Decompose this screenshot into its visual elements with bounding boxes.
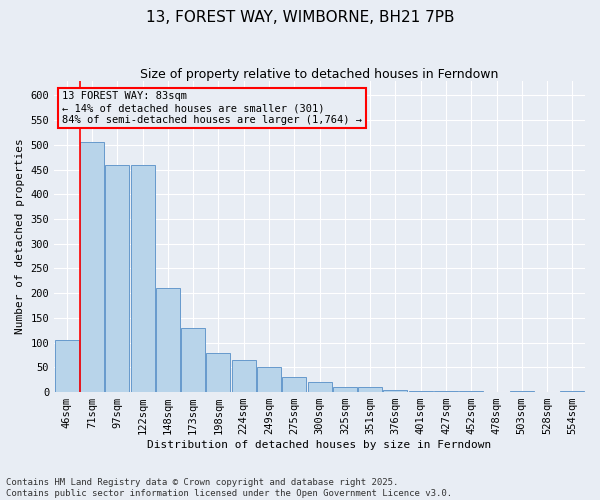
- Bar: [257, 368, 281, 392]
- Text: 13, FOREST WAY, WIMBORNE, BH21 7PB: 13, FOREST WAY, WIMBORNE, BH21 7PB: [146, 10, 454, 25]
- Bar: [181, 328, 205, 392]
- Bar: [358, 387, 382, 392]
- Text: 13 FOREST WAY: 83sqm
← 14% of detached houses are smaller (301)
84% of semi-deta: 13 FOREST WAY: 83sqm ← 14% of detached h…: [62, 92, 362, 124]
- Bar: [282, 377, 307, 392]
- Bar: [560, 390, 584, 392]
- Bar: [409, 391, 433, 392]
- X-axis label: Distribution of detached houses by size in Ferndown: Distribution of detached houses by size …: [148, 440, 492, 450]
- Title: Size of property relative to detached houses in Ferndown: Size of property relative to detached ho…: [140, 68, 499, 80]
- Bar: [206, 352, 230, 392]
- Bar: [80, 142, 104, 392]
- Bar: [434, 390, 458, 392]
- Bar: [308, 382, 332, 392]
- Bar: [55, 340, 79, 392]
- Bar: [131, 164, 155, 392]
- Bar: [510, 390, 534, 392]
- Bar: [459, 391, 483, 392]
- Bar: [333, 387, 357, 392]
- Y-axis label: Number of detached properties: Number of detached properties: [15, 138, 25, 334]
- Bar: [156, 288, 180, 392]
- Bar: [232, 360, 256, 392]
- Bar: [106, 164, 130, 392]
- Bar: [383, 390, 407, 392]
- Text: Contains HM Land Registry data © Crown copyright and database right 2025.
Contai: Contains HM Land Registry data © Crown c…: [6, 478, 452, 498]
